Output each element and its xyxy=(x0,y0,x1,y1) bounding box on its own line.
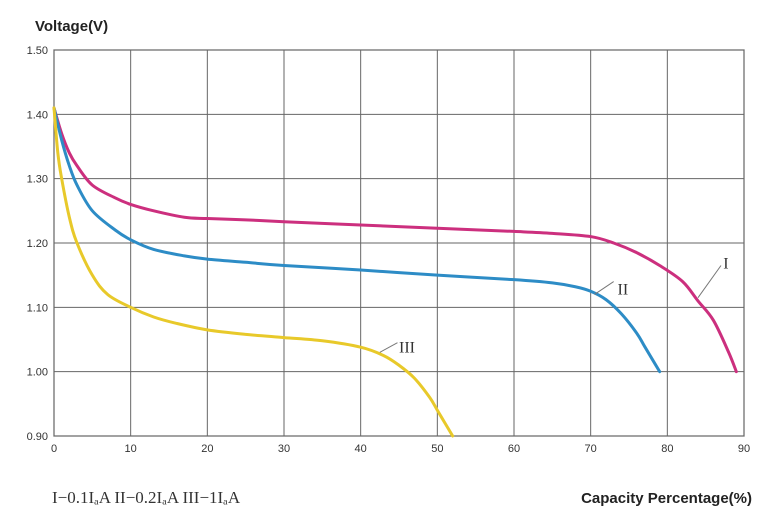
x-tick-label: 30 xyxy=(278,443,290,455)
series-label-leader xyxy=(697,265,722,298)
x-tick-label: 0 xyxy=(51,443,57,455)
series-lines xyxy=(52,106,738,438)
x-tick-label: 20 xyxy=(201,443,213,455)
x-tick-label: 50 xyxy=(431,443,443,455)
y-tick-label: 0.90 xyxy=(27,431,48,443)
x-tick-label: 40 xyxy=(355,443,367,455)
x-tick-label: 80 xyxy=(661,443,673,455)
y-tick-label: 1.20 xyxy=(27,238,48,250)
y-tick-label: 1.10 xyxy=(27,302,48,314)
y-axis-label: Voltage(V) xyxy=(35,18,108,35)
axis-ticks: 0 10 20 30 40 50 60 70 80 90 0.90 1.00 1.10 1.20 1.30 1… xyxy=(27,45,751,455)
x-tick-label: 10 xyxy=(125,443,137,455)
x-tick-label: 90 xyxy=(738,443,750,455)
series-label-leader xyxy=(594,281,614,295)
y-tick-label: 1.00 xyxy=(27,367,48,379)
series-label-ii: II xyxy=(618,281,629,298)
series-label-leader xyxy=(379,342,398,353)
series-label-iii: III xyxy=(399,339,415,356)
series-line-iii xyxy=(52,106,455,438)
series-label-i: I xyxy=(723,256,728,273)
series-line-i xyxy=(52,106,738,374)
x-axis-label: Capacity Percentage(%) xyxy=(581,490,752,507)
x-tick-label: 70 xyxy=(585,443,597,455)
legend: I−0.1IₐA II−0.2IₐA III−1IₐA xyxy=(52,488,241,507)
y-tick-label: 1.40 xyxy=(27,109,48,121)
grid xyxy=(53,49,745,437)
y-tick-label: 1.30 xyxy=(27,174,48,186)
x-tick-label: 60 xyxy=(508,443,520,455)
series-line-ii xyxy=(52,106,662,374)
y-tick-label: 1.50 xyxy=(27,45,48,57)
